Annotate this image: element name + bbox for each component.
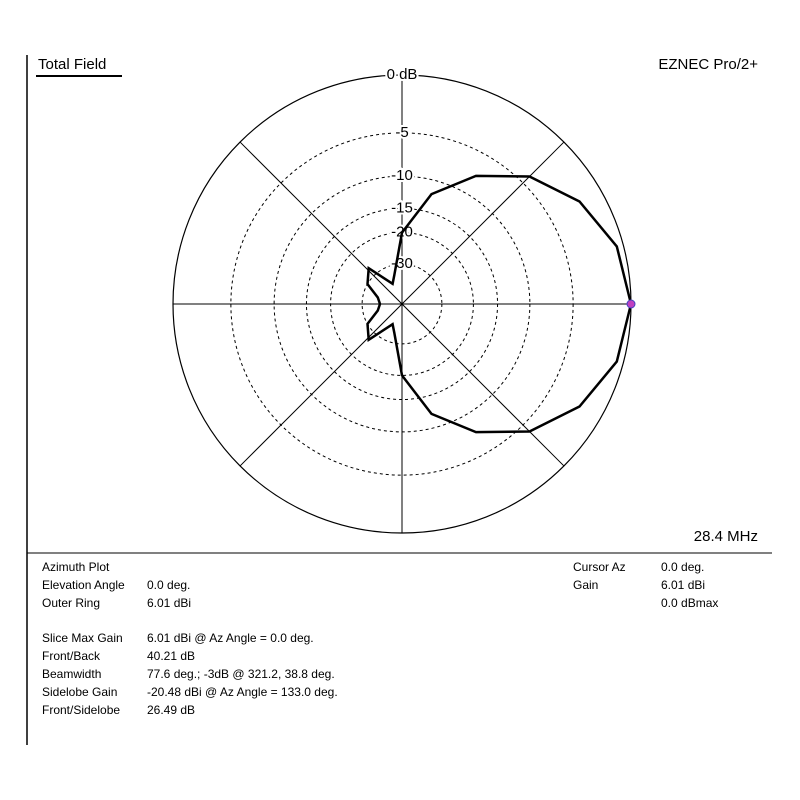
spoke: [239, 141, 565, 467]
program-name: EZNEC Pro/2+: [658, 56, 758, 73]
ring-label: -15: [391, 199, 413, 216]
frequency: 28.4 MHz: [694, 528, 758, 545]
info-value: -20.48 dBi @ Az Angle = 133.0 deg.: [147, 685, 338, 699]
info-label: Front/Sidelobe: [42, 703, 120, 717]
info-heading: Azimuth Plot: [42, 560, 110, 574]
plot-title: Total Field: [38, 56, 106, 73]
info-panel: Azimuth Plot Elevation Angle 0.0 deg. Outer…: [42, 560, 718, 717]
ring: [361, 263, 443, 345]
ring-label: -5: [395, 124, 408, 141]
info-label: Outer Ring: [42, 596, 100, 610]
ring: [273, 175, 531, 433]
info-label: Slice Max Gain: [42, 631, 123, 645]
info-label: Front/Back: [42, 649, 101, 663]
info-value: 26.49 dB: [147, 703, 195, 717]
pattern: [366, 174, 633, 434]
info-value: 40.21 dB: [147, 649, 195, 663]
info-value: 77.6 deg.; -3dB @ 321.2, 38.8 deg.: [147, 667, 335, 681]
cursor: [626, 299, 636, 309]
info-label: Beamwidth: [42, 667, 101, 681]
info-label: Gain: [573, 578, 598, 592]
info-label: Cursor Az: [573, 560, 626, 574]
ring-label: -10: [391, 167, 413, 184]
info-value: 6.01 dBi: [661, 578, 705, 592]
ring: [330, 232, 474, 376]
ring: [305, 207, 499, 401]
info-value: 0.0 deg.: [147, 578, 190, 592]
info-label: Elevation Angle: [42, 578, 125, 592]
info-value: 6.01 dBi @ Az Angle = 0.0 deg.: [147, 631, 314, 645]
ring: [230, 132, 574, 476]
polar-plot: 0 dB-5-10-15-20-30: [172, 64, 636, 534]
info-value: 0.0 deg.: [661, 560, 704, 574]
info-value: 0.0 dBmax: [661, 596, 718, 610]
ring-label: 0 dB: [387, 66, 418, 83]
info-label: Sidelobe Gain: [42, 685, 117, 699]
info-value: 6.01 dBi: [147, 596, 191, 610]
